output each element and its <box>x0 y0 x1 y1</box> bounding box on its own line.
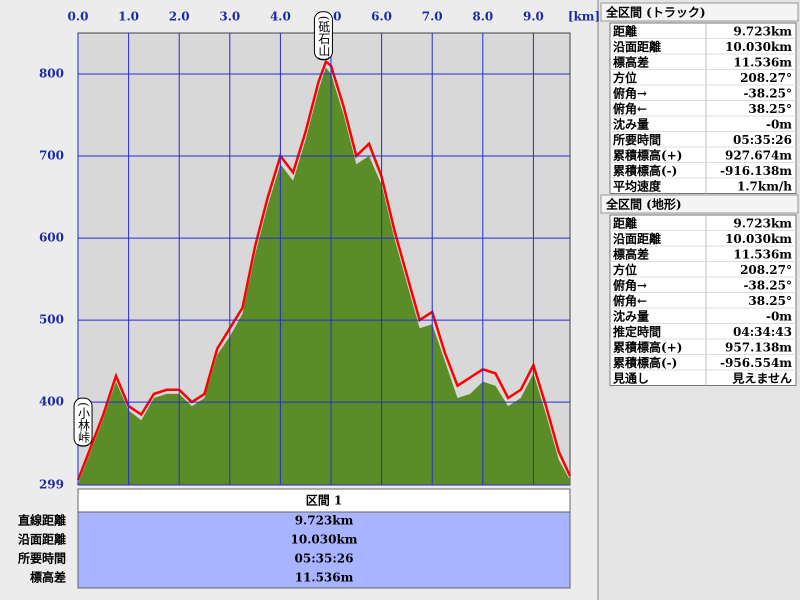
annotation: (小林峠) <box>77 402 91 447</box>
panel-value: -38.25° <box>743 86 792 100</box>
panel-value: -0m <box>766 309 792 323</box>
panel-value: -916.138m <box>720 164 792 178</box>
section-label: 沿面距離 <box>17 532 66 547</box>
panel-value: 10.030km <box>725 40 792 54</box>
track-line <box>76 59 572 481</box>
panel-label: 沈み量 <box>613 116 649 131</box>
section-value: 10.030km <box>291 533 358 547</box>
panel-label: 俯角← <box>613 101 647 116</box>
x-tick-label: 7.0 <box>422 10 443 24</box>
panel-value: 05:35:26 <box>733 133 792 147</box>
panel-label: 距離 <box>613 215 637 230</box>
panel-value: 927.674m <box>725 148 792 162</box>
x-tick-label: 0.0 <box>68 10 89 24</box>
panel-label: 平均速度 <box>613 178 662 193</box>
panel-title-bg <box>600 194 799 214</box>
panel-value: 9.723km <box>733 216 792 230</box>
panel-value: 957.138m <box>725 340 792 354</box>
section-body <box>77 511 571 589</box>
x-tick-label: 6.0 <box>371 10 392 24</box>
panel-value: 10.030km <box>725 232 792 246</box>
panel-label: 累積標高(-) <box>613 163 677 178</box>
annotation: (砥石山) <box>317 16 331 61</box>
panel-value: -956.554m <box>720 356 792 370</box>
panel-value: 見えません <box>731 370 792 385</box>
x-unit: [km] <box>568 10 600 24</box>
panel-value: 208.27° <box>740 71 792 85</box>
panel-label: 標高差 <box>613 54 649 69</box>
x-tick-label: 1.0 <box>118 10 139 24</box>
section-value: 05:35:26 <box>295 552 354 566</box>
panel-title: 全区間 (トラック) <box>605 5 706 20</box>
panel-label: 方位 <box>613 70 637 85</box>
panel-label: 俯角← <box>613 293 647 308</box>
panel-label: 方位 <box>613 262 637 277</box>
x-tick-label: 3.0 <box>219 10 240 24</box>
y-tick-label: 500 <box>39 313 64 327</box>
y-tick-label: 400 <box>39 395 64 409</box>
panel-label: 沿面距離 <box>612 39 661 54</box>
panel-table <box>609 214 797 386</box>
panel-label: 沈み量 <box>613 308 649 323</box>
panel-value: 11.536m <box>733 55 792 69</box>
panel-label: 沿面距離 <box>612 231 661 246</box>
panel-label: 俯角→ <box>613 277 647 292</box>
panel-label: 累積標高(+) <box>613 339 682 354</box>
panel-value: 11.536m <box>733 247 792 261</box>
section-value: 9.723km <box>295 514 354 528</box>
section-label: 標高差 <box>30 570 66 585</box>
panel-title-bg <box>600 2 799 22</box>
section-label: 直線距離 <box>18 513 66 528</box>
panel-label: 標高差 <box>613 246 649 261</box>
panel-label: 距離 <box>613 23 637 38</box>
x-tick-label: 8.0 <box>472 10 493 24</box>
panel-title: 全区間 (地形) <box>605 197 682 212</box>
panel-label: 所要時間 <box>613 132 661 147</box>
x-tick-label: 2.0 <box>169 10 190 24</box>
x-tick-label: 9.0 <box>523 10 544 24</box>
panel-value: 208.27° <box>740 263 792 277</box>
panel-value: -0m <box>766 117 792 131</box>
panel-value: 38.25° <box>748 294 792 308</box>
panel-table <box>609 22 797 194</box>
y-tick-label: 600 <box>39 231 64 245</box>
x-tick-label: 4.0 <box>270 10 291 24</box>
panel-value: -38.25° <box>743 278 792 292</box>
panel-value: 38.25° <box>748 102 792 116</box>
panel-label: 俯角→ <box>613 85 647 100</box>
panel-value: 04:34:43 <box>733 325 792 339</box>
y-tick-label: 700 <box>39 149 64 163</box>
y-tick-label: 299 <box>39 478 64 492</box>
annotation-box <box>313 11 333 61</box>
panel-label: 累積標高(+) <box>613 147 682 162</box>
annotation-box <box>73 397 93 447</box>
section-value: 11.536m <box>295 571 354 585</box>
section-title: 区間 1 <box>306 494 343 508</box>
panel-value: 1.7km/h <box>737 179 792 193</box>
panel-label: 累積標高(-) <box>613 355 677 370</box>
panel-label: 見通し <box>612 370 649 385</box>
section-label: 所要時間 <box>18 551 66 566</box>
panel-value: 9.723km <box>733 24 792 38</box>
panel-label: 推定時間 <box>613 324 661 339</box>
y-tick-label: 800 <box>39 67 64 81</box>
terrain-area <box>78 67 570 485</box>
